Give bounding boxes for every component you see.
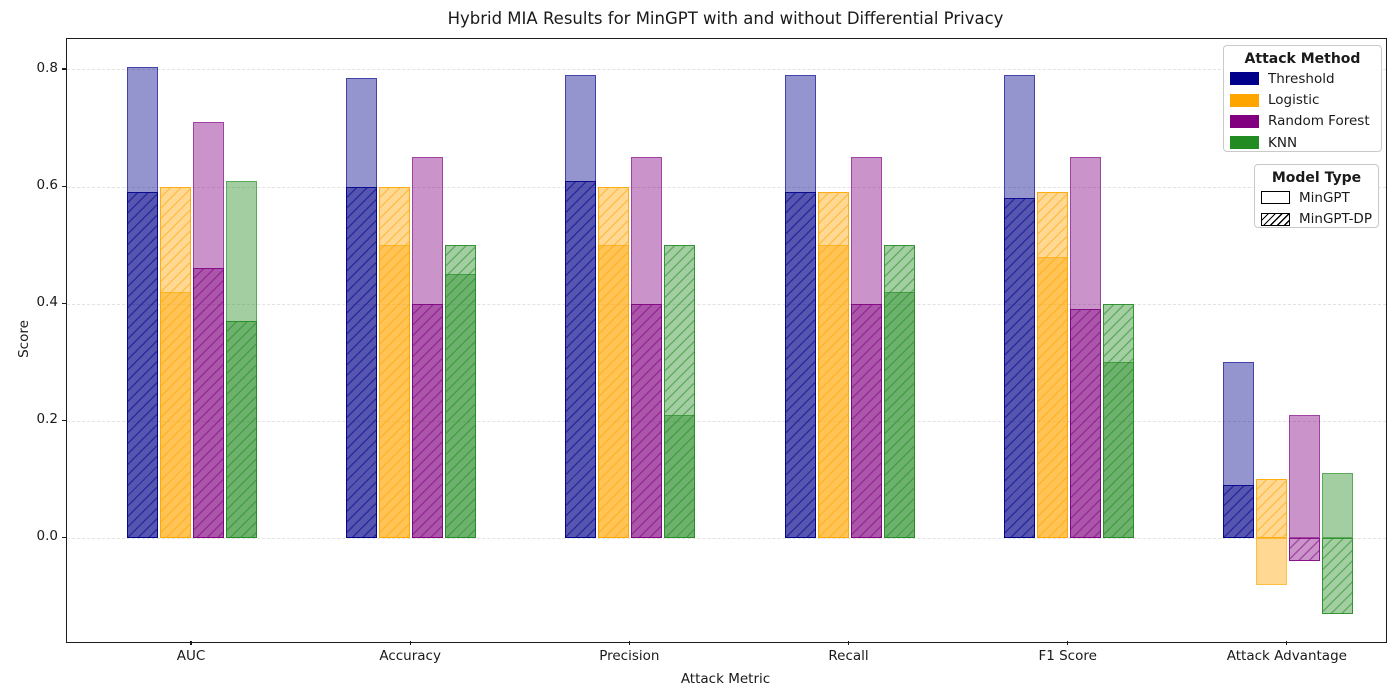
x-tick-attack-advantage (1286, 641, 1288, 645)
bar-logistic-mingpt-attack-advantage (1255, 537, 1287, 585)
bar-knn-mingpt-dp-f1-score (1102, 303, 1134, 538)
gridline-y-0.8 (67, 69, 1386, 71)
legend-model-type: Model Type MinGPT MinGPT-DP (1254, 164, 1379, 228)
y-tick-0.0 (62, 536, 66, 538)
y-tick-label-0.2: 0.2 (36, 411, 58, 428)
y-tick-label-0.0: 0.0 (36, 528, 58, 545)
bar-logistic-mingpt-dp-auc (160, 186, 191, 538)
bar-threshold-mingpt-dp-precision (565, 180, 597, 538)
y-tick-label-0.8: 0.8 (36, 59, 58, 76)
legend-swatch-logistic (1230, 93, 1259, 107)
legend-label-logistic: Logistic (1268, 92, 1320, 109)
gridline-y-0.6 (67, 186, 1386, 188)
x-tick-recall (847, 641, 850, 645)
legend-swatch-mingpt (1261, 191, 1290, 205)
x-axis-label: Attack Metric (680, 671, 771, 687)
legend-label-threshold: Threshold (1268, 70, 1335, 87)
bar-threshold-mingpt-dp-attack-advantage (1222, 485, 1254, 538)
bar-logistic-mingpt-dp-accuracy (379, 186, 411, 538)
bar-random-forest-mingpt-dp-accuracy (412, 303, 444, 538)
legend-item-mingpt-dp: MinGPT-DP (1255, 208, 1378, 229)
legend-item-mingpt: MinGPT (1255, 187, 1378, 208)
x-tick-label-f1-score: F1 Score (1038, 648, 1097, 664)
gridline-y-0.2 (67, 420, 1386, 422)
y-tick-label-0.4: 0.4 (36, 294, 58, 311)
legend-label-mingpt-dp: MinGPT-DP (1299, 211, 1372, 228)
legend-model-type-title: Model Type (1271, 170, 1362, 186)
bar-threshold-mingpt-dp-accuracy (346, 186, 378, 538)
gridline-y-0.4 (67, 303, 1386, 305)
y-tick-0.2 (62, 419, 66, 421)
x-tick-label-recall: Recall (828, 648, 869, 664)
legend-swatch-threshold (1230, 72, 1259, 86)
bar-threshold-mingpt-dp-auc (127, 192, 158, 538)
bar-threshold-mingpt-dp-f1-score (1003, 198, 1035, 538)
bar-knn-mingpt-dp-accuracy (445, 245, 477, 538)
bar-logistic-mingpt-dp-attack-advantage (1255, 479, 1287, 538)
x-tick-f1-score (1067, 641, 1069, 645)
x-tick-label-attack-advantage: Attack Advantage (1226, 648, 1347, 664)
y-axis-label: Score (16, 320, 32, 358)
x-tick-accuracy (409, 641, 411, 645)
y-tick-0.4 (62, 302, 66, 304)
legend-attack-method-title: Attack Method (1244, 51, 1361, 67)
y-tick-0.6 (62, 185, 66, 187)
gridline-y-0.0 (67, 537, 1386, 539)
bar-random-forest-mingpt-dp-attack-advantage (1288, 537, 1320, 562)
legend-attack-method-rows: Threshold Logistic Random Forest KNN (1224, 68, 1381, 154)
legend-item-knn: KNN (1224, 132, 1381, 153)
bar-logistic-mingpt-dp-precision (598, 186, 630, 538)
bar-random-forest-mingpt-attack-advantage (1288, 414, 1320, 538)
bar-random-forest-mingpt-dp-f1-score (1069, 309, 1101, 538)
legend-label-knn: KNN (1268, 134, 1298, 151)
bar-knn-mingpt-dp-attack-advantage (1321, 537, 1353, 614)
bar-random-forest-mingpt-dp-auc (193, 268, 224, 538)
legend-item-logistic: Logistic (1224, 89, 1381, 110)
bar-knn-mingpt-attack-advantage (1321, 473, 1353, 538)
bar-knn-mingpt-dp-auc (226, 321, 257, 538)
y-tick-0.8 (62, 68, 66, 70)
bar-logistic-mingpt-dp-recall (817, 192, 849, 538)
legend-item-random-forest: Random Forest (1224, 111, 1381, 132)
x-tick-label-auc: AUC (176, 648, 206, 664)
bar-threshold-mingpt-dp-recall (784, 192, 816, 538)
bar-logistic-mingpt-dp-f1-score (1036, 192, 1068, 538)
legend-item-threshold: Threshold (1224, 68, 1381, 89)
plot-area (66, 38, 1387, 643)
x-tick-label-accuracy: Accuracy (379, 648, 441, 664)
bar-random-forest-mingpt-dp-recall (850, 303, 882, 538)
x-tick-auc (190, 641, 192, 645)
x-tick-precision (628, 641, 630, 645)
legend-label-mingpt: MinGPT (1299, 189, 1350, 206)
y-tick-label-0.6: 0.6 (36, 177, 58, 194)
bar-knn-mingpt-dp-recall (883, 245, 915, 538)
legend-swatch-mingpt-dp (1261, 212, 1290, 226)
legend-label-random-forest: Random Forest (1268, 113, 1370, 130)
legend-model-type-rows: MinGPT MinGPT-DP (1255, 187, 1378, 230)
legend-attack-method: Attack Method Threshold Logistic Random Fo… (1223, 45, 1382, 152)
bar-knn-mingpt-dp-precision (664, 245, 696, 538)
chart-title: Hybrid MIA Results for MinGPT with and w… (447, 9, 1004, 28)
legend-swatch-knn (1230, 136, 1259, 150)
x-tick-label-precision: Precision (599, 648, 660, 664)
bar-random-forest-mingpt-dp-precision (631, 303, 663, 538)
legend-swatch-random-forest (1230, 114, 1259, 128)
